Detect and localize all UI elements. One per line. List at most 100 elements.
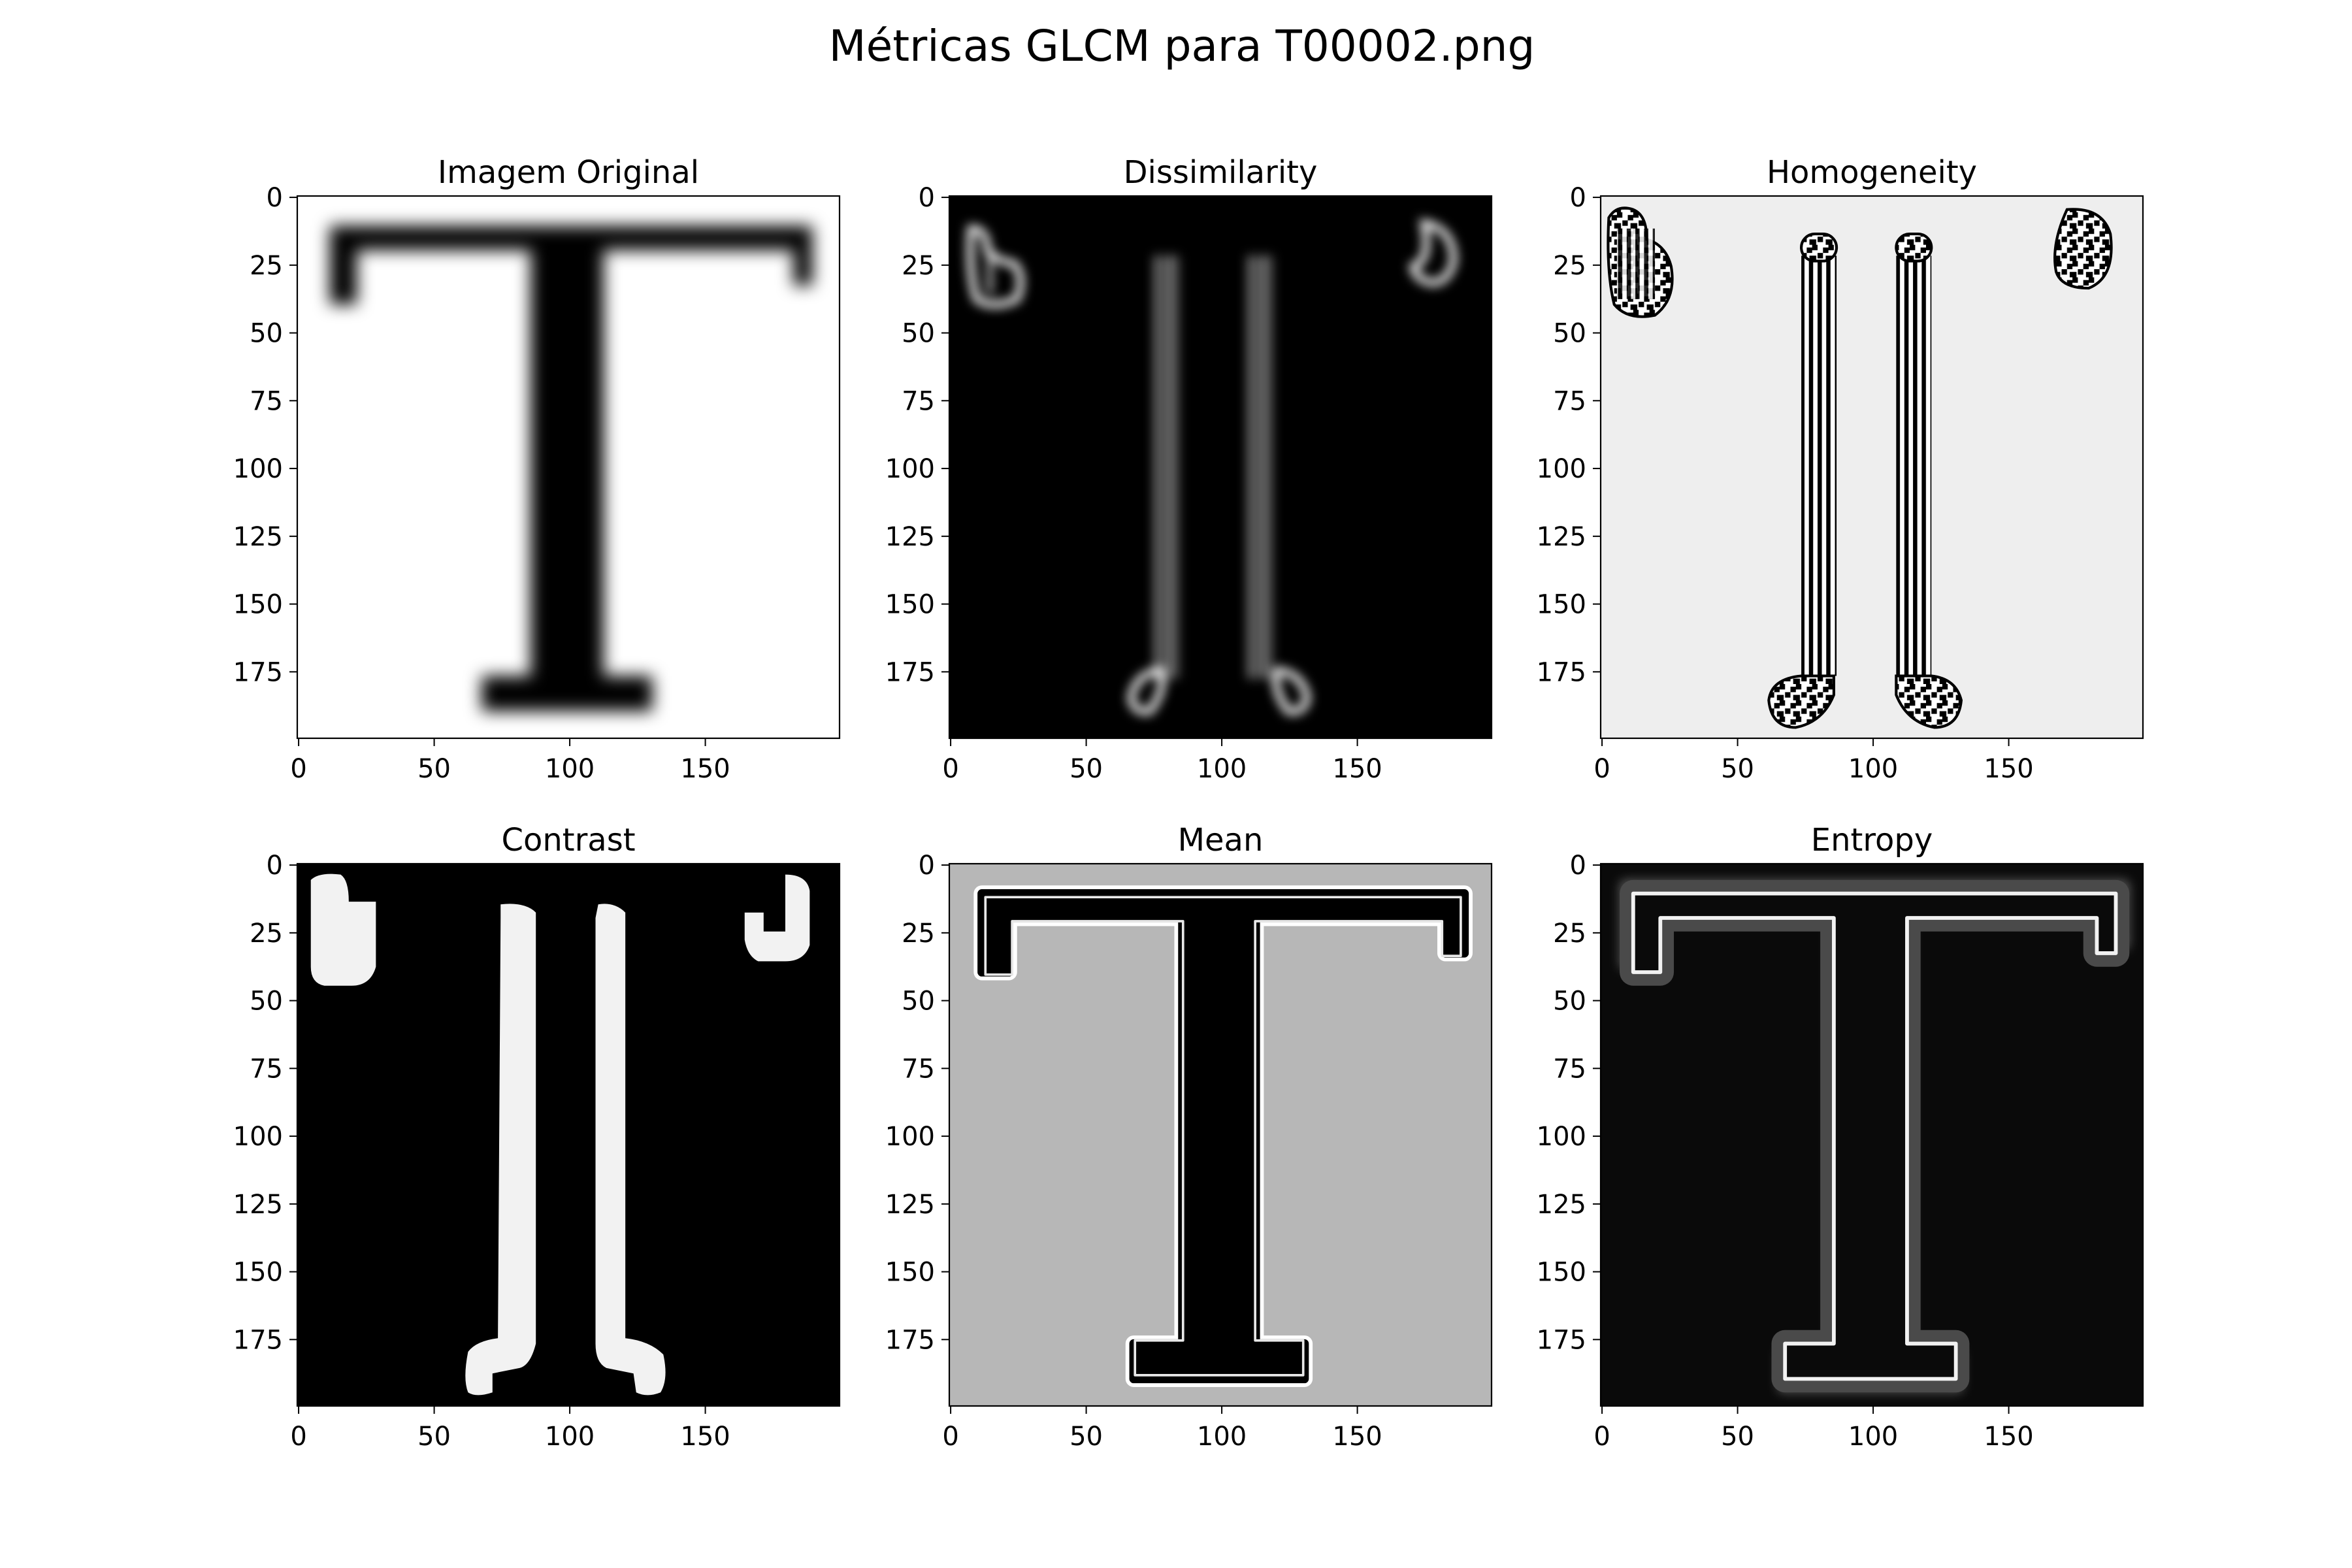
panel-contrast: Contrast 0 25 50 75 100 125 150 175 0 50 100 150 xyxy=(233,822,841,1452)
y-tick-label: 25 xyxy=(902,251,935,281)
y-tick-label: 100 xyxy=(1537,454,1586,484)
x-tick-label: 100 xyxy=(545,1422,595,1452)
y-tick-label: 75 xyxy=(902,1054,935,1084)
y-tick-label: 150 xyxy=(233,1258,283,1288)
mean-inner-ring xyxy=(977,889,1469,1384)
y-tick-label: 25 xyxy=(1553,251,1586,281)
panel-image xyxy=(949,196,1492,738)
x-tick-label: 50 xyxy=(1070,1422,1103,1452)
y-tick-label: 50 xyxy=(902,987,935,1017)
y-tick-label: 75 xyxy=(250,1054,283,1084)
contrast-regions xyxy=(310,874,810,1396)
y-tick-label: 25 xyxy=(250,251,283,281)
image-background xyxy=(297,864,840,1406)
y-tick-label: 125 xyxy=(885,522,935,552)
x-tick-label: 0 xyxy=(290,754,306,784)
axes-frame xyxy=(948,862,1493,1407)
y-tick-label: 50 xyxy=(902,319,935,349)
y-tick-label: 50 xyxy=(1553,319,1586,349)
panel-homogeneity: Homogeneity 0 25 50 75 100 125 150 175 0 50 100 150 xyxy=(1537,154,2144,784)
y-tick-label: 50 xyxy=(250,319,283,349)
x-tick-label: 0 xyxy=(1593,754,1610,784)
x-tick-label: 150 xyxy=(1984,754,2033,784)
y-tick-label: 0 xyxy=(919,183,935,213)
figure-title: Métricas GLCM para T00002.png xyxy=(829,21,1535,71)
y-tick-label: 125 xyxy=(233,1190,283,1220)
image-background xyxy=(1601,196,2143,738)
y-tick-label: 175 xyxy=(1537,1325,1586,1355)
y-tick-label: 100 xyxy=(885,454,935,484)
x-tick-label: 0 xyxy=(942,754,958,784)
y-tick-label: 0 xyxy=(1570,183,1586,213)
x-tick-label: 150 xyxy=(1332,1422,1382,1452)
mean-center-line xyxy=(984,896,1462,1377)
x-tick-label: 100 xyxy=(1848,1422,1898,1452)
x-tick-label: 150 xyxy=(1984,1422,2033,1452)
y-tick-label: 0 xyxy=(267,851,283,881)
y-tick-label: 175 xyxy=(885,657,935,687)
y-tick-label: 75 xyxy=(1553,1054,1586,1084)
y-tick-label: 175 xyxy=(1537,657,1586,687)
entropy-edge xyxy=(1631,891,2118,1381)
y-tick-label: 175 xyxy=(233,657,283,687)
x-tick-label: 50 xyxy=(417,754,451,784)
homogeneity-texture xyxy=(1607,206,2113,729)
axes-frame xyxy=(948,195,1493,740)
y-tick-label: 100 xyxy=(1537,1122,1586,1152)
panel-mean: Mean 0 25 50 75 100 125 150 175 0 50 100 150 xyxy=(885,822,1493,1452)
x-tick-label: 0 xyxy=(942,1422,958,1452)
y-tick-label: 150 xyxy=(885,590,935,620)
panel-image xyxy=(297,196,840,738)
y-tick-label: 0 xyxy=(267,183,283,213)
x-tick-label: 100 xyxy=(1848,754,1898,784)
panel-imagem-original: Imagem Original 0 25 50 75 100 125 150 175 0 50 100… xyxy=(233,154,841,784)
axes-frame xyxy=(296,195,841,740)
x-tick-label: 150 xyxy=(680,1422,730,1452)
y-tick-label: 125 xyxy=(1537,1190,1586,1220)
x-tick-label: 100 xyxy=(1197,1422,1247,1452)
y-tick-label: 50 xyxy=(1553,987,1586,1017)
dissimilarity-edges xyxy=(966,219,1458,715)
y-tick-label: 0 xyxy=(919,851,935,881)
x-tick-label: 50 xyxy=(1070,754,1103,784)
axes-frame xyxy=(1599,195,2144,740)
y-tick-label: 125 xyxy=(233,522,283,552)
y-tick-label: 100 xyxy=(885,1122,935,1152)
y-tick-label: 0 xyxy=(1570,851,1586,881)
panel-title: Entropy xyxy=(1811,822,1933,858)
x-tick-label: 150 xyxy=(680,754,730,784)
y-tick-label: 150 xyxy=(885,1258,935,1288)
panel-image xyxy=(1601,864,2143,1406)
x-tick-label: 0 xyxy=(290,1422,306,1452)
panel-title: Contrast xyxy=(501,822,635,858)
y-tick-label: 100 xyxy=(233,1122,283,1152)
panel-image xyxy=(1601,196,2143,738)
x-tick-label: 150 xyxy=(1332,754,1382,784)
y-tick-label: 150 xyxy=(1537,590,1586,620)
y-tick-label: 25 xyxy=(902,919,935,949)
y-tick-label: 125 xyxy=(1537,522,1586,552)
axes-frame xyxy=(1599,862,2144,1407)
y-tick-label: 175 xyxy=(233,1325,283,1355)
image-background xyxy=(949,196,1492,738)
y-tick-label: 50 xyxy=(250,987,283,1017)
panel-title: Imagem Original xyxy=(438,154,699,191)
y-tick-label: 75 xyxy=(250,386,283,416)
panel-dissimilarity: Dissimilarity 0 25 50 75 100 125 150 175 0 50 100 15… xyxy=(885,154,1493,784)
y-tick-label: 175 xyxy=(885,1325,935,1355)
x-tick-label: 0 xyxy=(1593,1422,1610,1452)
x-tick-label: 100 xyxy=(545,754,595,784)
axes-frame xyxy=(296,862,841,1407)
letter-t xyxy=(329,225,813,711)
x-tick-label: 50 xyxy=(1721,1422,1754,1452)
y-tick-label: 75 xyxy=(902,386,935,416)
panel-entropy: Entropy 0 25 50 75 100 125 150 175 0 50 100 150 xyxy=(1537,822,2144,1452)
y-tick-label: 100 xyxy=(233,454,283,484)
panel-image xyxy=(949,864,1492,1406)
y-tick-label: 25 xyxy=(250,919,283,949)
panel-title: Dissimilarity xyxy=(1124,154,1318,191)
y-tick-label: 150 xyxy=(233,590,283,620)
x-tick-label: 100 xyxy=(1197,754,1247,784)
y-tick-label: 125 xyxy=(885,1190,935,1220)
